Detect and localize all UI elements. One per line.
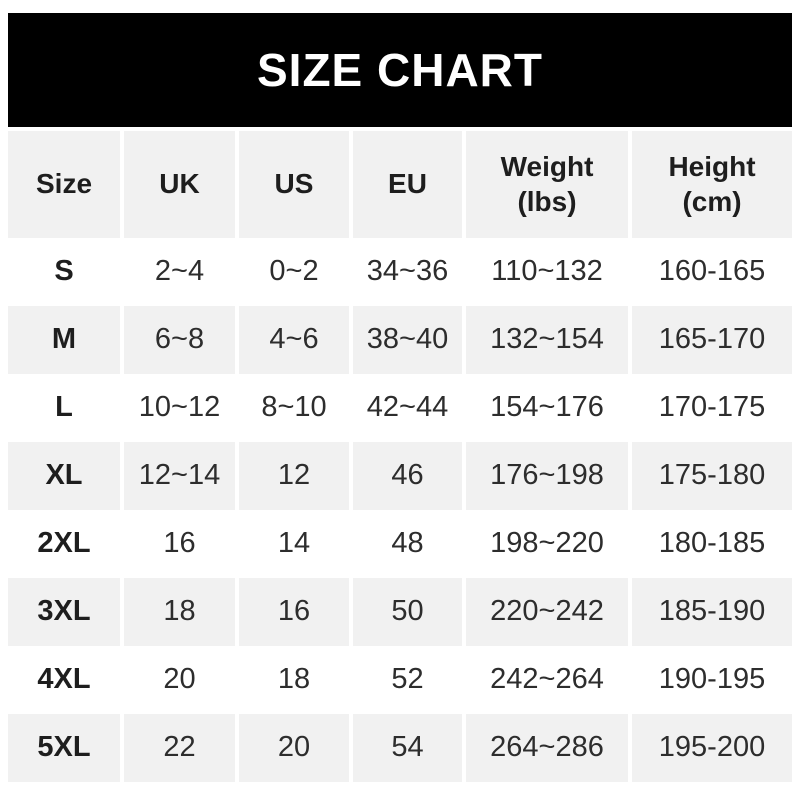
table-row-2xl: 2XL 16 14 48 198~220 180-185 [8, 510, 792, 578]
cell-us: 0~2 [239, 238, 349, 306]
size-table: Size UK US EU Weight (lbs) Height (cm) S 2… [8, 131, 792, 782]
cell-uk: 2~4 [124, 238, 235, 306]
cell-size: 2XL [8, 510, 120, 578]
cell-eu: 34~36 [353, 238, 462, 306]
cell-us: 14 [239, 510, 349, 578]
header-cell-size: Size [8, 131, 120, 238]
cell-size: M [8, 306, 120, 374]
header-cell-height: Height (cm) [632, 131, 792, 238]
cell-uk: 18 [124, 578, 235, 646]
cell-weight: 198~220 [466, 510, 628, 578]
cell-weight: 220~242 [466, 578, 628, 646]
cell-height: 170-175 [632, 374, 792, 442]
table-row-s: S 2~4 0~2 34~36 110~132 160-165 [8, 238, 792, 306]
cell-weight: 154~176 [466, 374, 628, 442]
cell-height: 165-170 [632, 306, 792, 374]
cell-us: 4~6 [239, 306, 349, 374]
page-title: SIZE CHART [257, 44, 543, 96]
header-cell-weight: Weight (lbs) [466, 131, 628, 238]
cell-uk: 20 [124, 646, 235, 714]
cell-size: L [8, 374, 120, 442]
cell-uk: 6~8 [124, 306, 235, 374]
table-row-5xl: 5XL 22 20 54 264~286 195-200 [8, 714, 792, 782]
table-row-xl: XL 12~14 12 46 176~198 175-180 [8, 442, 792, 510]
cell-eu: 46 [353, 442, 462, 510]
cell-size: S [8, 238, 120, 306]
cell-size: 5XL [8, 714, 120, 782]
table-row-3xl: 3XL 18 16 50 220~242 185-190 [8, 578, 792, 646]
cell-weight: 110~132 [466, 238, 628, 306]
cell-size: XL [8, 442, 120, 510]
cell-us: 20 [239, 714, 349, 782]
cell-eu: 48 [353, 510, 462, 578]
cell-uk: 22 [124, 714, 235, 782]
cell-height: 185-190 [632, 578, 792, 646]
cell-eu: 50 [353, 578, 462, 646]
header-cell-eu: EU [353, 131, 462, 238]
cell-us: 12 [239, 442, 349, 510]
banner: SIZE CHART [8, 13, 792, 127]
cell-height: 195-200 [632, 714, 792, 782]
cell-eu: 38~40 [353, 306, 462, 374]
cell-eu: 52 [353, 646, 462, 714]
cell-uk: 16 [124, 510, 235, 578]
cell-uk: 12~14 [124, 442, 235, 510]
cell-height: 190-195 [632, 646, 792, 714]
header-cell-us: US [239, 131, 349, 238]
cell-weight: 242~264 [466, 646, 628, 714]
cell-us: 18 [239, 646, 349, 714]
cell-size: 4XL [8, 646, 120, 714]
table-row-4xl: 4XL 20 18 52 242~264 190-195 [8, 646, 792, 714]
cell-size: 3XL [8, 578, 120, 646]
cell-us: 8~10 [239, 374, 349, 442]
cell-weight: 132~154 [466, 306, 628, 374]
table-row-l: L 10~12 8~10 42~44 154~176 170-175 [8, 374, 792, 442]
cell-us: 16 [239, 578, 349, 646]
header-cell-uk: UK [124, 131, 235, 238]
cell-height: 180-185 [632, 510, 792, 578]
cell-eu: 54 [353, 714, 462, 782]
cell-uk: 10~12 [124, 374, 235, 442]
cell-weight: 176~198 [466, 442, 628, 510]
cell-weight: 264~286 [466, 714, 628, 782]
cell-eu: 42~44 [353, 374, 462, 442]
cell-height: 175-180 [632, 442, 792, 510]
cell-height: 160-165 [632, 238, 792, 306]
table-header-row: Size UK US EU Weight (lbs) Height (cm) [8, 131, 792, 238]
table-row-m: M 6~8 4~6 38~40 132~154 165-170 [8, 306, 792, 374]
